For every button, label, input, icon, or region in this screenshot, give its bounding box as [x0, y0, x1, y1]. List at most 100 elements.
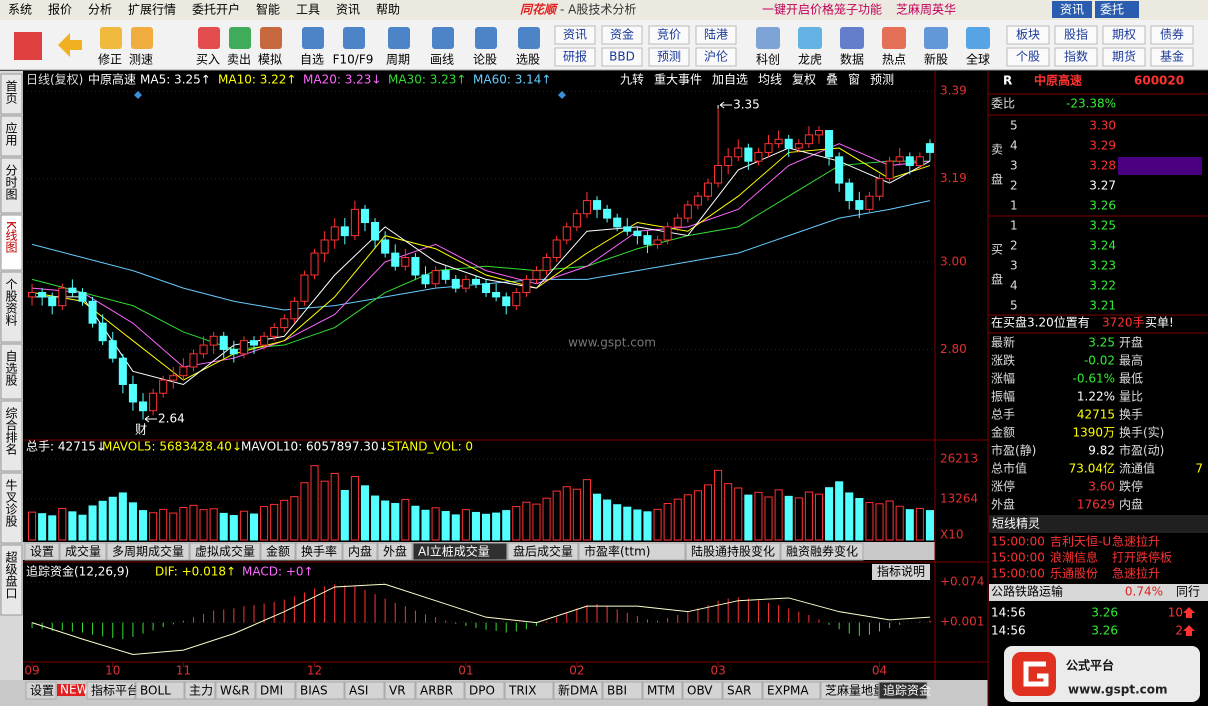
user-name[interactable]: 芝麻周英华 [896, 2, 956, 17]
bottom-tab[interactable] [135, 681, 185, 700]
menu-item[interactable]: 委托开户 [192, 2, 240, 17]
tool-icon[interactable] [302, 27, 324, 49]
indicator-tab[interactable] [189, 542, 261, 561]
tool-button[interactable] [554, 25, 596, 45]
tool-icon[interactable] [966, 27, 990, 49]
bottom-tab[interactable] [184, 681, 216, 700]
chart-button[interactable]: 均线 [758, 73, 782, 87]
menu-item[interactable]: 分析 [88, 3, 112, 17]
indicator-tab[interactable] [685, 542, 781, 561]
side-tab[interactable] [0, 400, 23, 472]
indicator-tab[interactable] [295, 542, 343, 561]
tool-button[interactable] [1006, 47, 1050, 67]
bottom-tab[interactable] [25, 681, 57, 700]
promo-link[interactable]: 一键开启价格笼子功能 [762, 2, 882, 17]
chart-button[interactable]: 复权 [792, 73, 816, 87]
chart-button[interactable]: 叠 [826, 73, 838, 87]
tool-button[interactable] [1054, 25, 1098, 45]
tool-icon[interactable] [260, 27, 282, 49]
indicator-tab[interactable] [24, 542, 60, 561]
news-button[interactable] [1052, 1, 1092, 18]
chart-button[interactable]: 加自选 [712, 73, 748, 87]
tool-icon[interactable] [924, 27, 948, 49]
indicator-tab[interactable] [260, 542, 296, 561]
tool-button[interactable] [1102, 25, 1146, 45]
indicator-tab[interactable] [780, 542, 864, 561]
tool-icon[interactable] [475, 27, 497, 49]
bottom-tab[interactable] [255, 681, 296, 700]
tool-icon[interactable] [882, 27, 906, 49]
bottom-tab[interactable] [215, 681, 256, 700]
back-icon[interactable] [58, 33, 82, 57]
tool-button[interactable] [1150, 25, 1194, 45]
sprite-stock[interactable]: 吉利天恒-U [1050, 535, 1111, 549]
sprite-stock[interactable]: 乐通股份 [1050, 567, 1098, 581]
tool-button[interactable] [1054, 47, 1098, 67]
indicator-tab[interactable] [377, 542, 413, 561]
menu-item[interactable]: 扩展行情 [128, 3, 176, 17]
side-tab[interactable] [0, 115, 23, 157]
bottom-tab[interactable] [722, 681, 763, 700]
tool-icon[interactable] [798, 27, 822, 49]
tool-icon[interactable] [518, 27, 540, 49]
indicator-tab[interactable] [578, 542, 686, 561]
tool-button[interactable] [1150, 47, 1194, 67]
tool-icon[interactable] [388, 27, 410, 49]
side-tab[interactable] [0, 157, 23, 214]
bottom-tab[interactable] [86, 681, 136, 700]
tool-button[interactable] [1102, 47, 1146, 67]
side-tab[interactable] [0, 343, 23, 400]
menu-item[interactable]: 工具 [296, 3, 320, 17]
tool-icon[interactable] [100, 27, 122, 49]
bottom-tab[interactable] [504, 681, 554, 700]
tool-button[interactable] [601, 47, 643, 67]
bottom-tab[interactable] [878, 681, 928, 700]
tool-icon[interactable] [840, 27, 864, 49]
chart-button[interactable]: 九转 [620, 72, 644, 87]
indicator-tab[interactable] [412, 542, 508, 561]
side-tab[interactable] [0, 544, 23, 616]
bottom-tab[interactable] [384, 681, 416, 700]
chart-button[interactable]: 重大事件 [654, 73, 702, 87]
bottom-tab[interactable] [344, 681, 385, 700]
indicator-tab[interactable] [59, 542, 107, 561]
menu-item[interactable]: 系统 [8, 3, 32, 17]
tool-button[interactable] [1006, 25, 1050, 45]
bottom-tab[interactable] [762, 681, 821, 700]
chart-button[interactable]: 窗 [848, 73, 860, 87]
tool-icon[interactable] [131, 27, 153, 49]
bottom-tab[interactable] [682, 681, 723, 700]
tool-button[interactable] [648, 25, 690, 45]
tool-icon[interactable] [432, 27, 454, 49]
tool-button[interactable] [601, 25, 643, 45]
tool-button[interactable] [554, 47, 596, 67]
tool-icon[interactable] [198, 27, 220, 49]
tool-icon[interactable] [756, 27, 780, 49]
side-tab[interactable] [0, 472, 23, 544]
menu-item[interactable]: 报价 [48, 2, 72, 17]
bottom-tab[interactable] [820, 681, 879, 700]
tool-icon[interactable] [343, 27, 365, 49]
bottom-tab[interactable] [602, 681, 643, 700]
menu-item[interactable]: 智能 [256, 2, 280, 17]
bottom-tab[interactable] [295, 681, 345, 700]
menu-item[interactable]: 帮助 [376, 3, 400, 17]
side-tab[interactable] [0, 214, 23, 271]
side-tab[interactable] [0, 73, 23, 115]
tool-icon[interactable] [229, 27, 251, 49]
bottom-tab[interactable] [642, 681, 683, 700]
trade-button[interactable] [1095, 1, 1139, 18]
indicator-tab[interactable] [106, 542, 190, 561]
indicator-tab[interactable] [342, 542, 378, 561]
side-tab[interactable] [0, 271, 23, 343]
bottom-tab[interactable] [415, 681, 465, 700]
sprite-stock[interactable]: 浪潮信息 [1050, 550, 1098, 565]
tool-button[interactable] [648, 47, 690, 67]
bottom-tab[interactable] [553, 681, 603, 700]
tool-button[interactable] [695, 47, 737, 67]
indicator-tab[interactable] [507, 542, 579, 561]
chart-button[interactable]: 预测 [870, 73, 894, 87]
tool-button[interactable] [695, 25, 737, 45]
bottom-tab[interactable] [464, 681, 505, 700]
help-button[interactable] [872, 564, 930, 580]
